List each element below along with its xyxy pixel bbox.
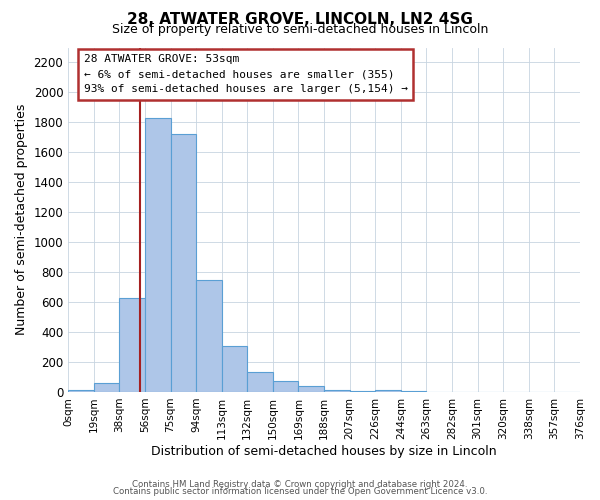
Bar bbox=[247, 372, 273, 392]
Text: Size of property relative to semi-detached houses in Lincoln: Size of property relative to semi-detach… bbox=[112, 22, 488, 36]
Bar bbox=[222, 346, 247, 392]
Bar bbox=[68, 390, 94, 392]
Bar bbox=[94, 383, 119, 392]
Text: 28, ATWATER GROVE, LINCOLN, LN2 4SG: 28, ATWATER GROVE, LINCOLN, LN2 4SG bbox=[127, 12, 473, 28]
Bar bbox=[196, 280, 222, 392]
Y-axis label: Number of semi-detached properties: Number of semi-detached properties bbox=[15, 104, 28, 336]
X-axis label: Distribution of semi-detached houses by size in Lincoln: Distribution of semi-detached houses by … bbox=[151, 444, 497, 458]
Text: Contains public sector information licensed under the Open Government Licence v3: Contains public sector information licen… bbox=[113, 487, 487, 496]
Bar bbox=[298, 386, 324, 392]
Bar bbox=[375, 390, 401, 392]
Bar bbox=[350, 391, 375, 392]
Text: Contains HM Land Registry data © Crown copyright and database right 2024.: Contains HM Land Registry data © Crown c… bbox=[132, 480, 468, 489]
Text: 28 ATWATER GROVE: 53sqm
← 6% of semi-detached houses are smaller (355)
93% of se: 28 ATWATER GROVE: 53sqm ← 6% of semi-det… bbox=[83, 54, 407, 94]
Bar bbox=[145, 118, 170, 392]
Bar bbox=[119, 298, 145, 392]
Bar bbox=[273, 382, 298, 392]
Bar bbox=[401, 391, 427, 392]
Bar bbox=[170, 134, 196, 392]
Bar bbox=[324, 390, 350, 392]
